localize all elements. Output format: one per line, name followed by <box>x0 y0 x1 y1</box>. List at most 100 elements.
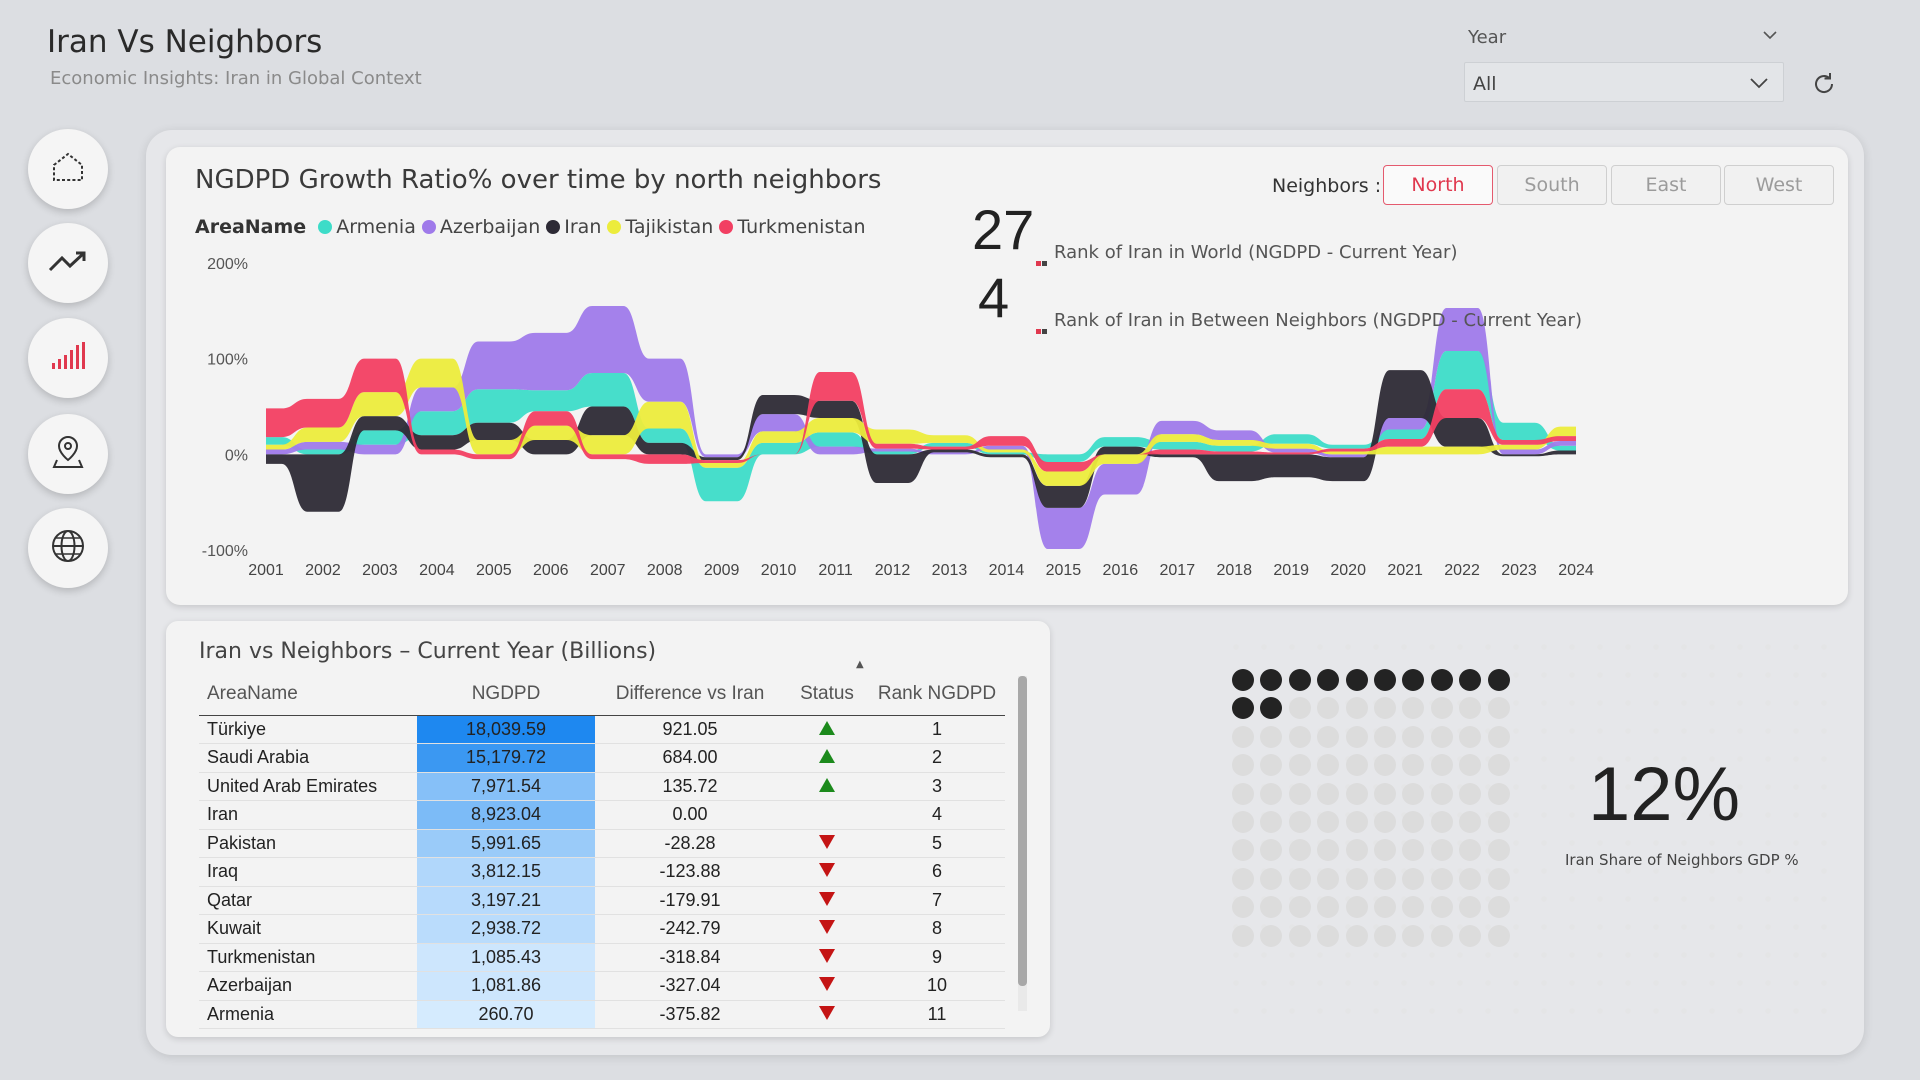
column-header-areaname[interactable]: AreaName <box>199 673 417 716</box>
waffle-dot-empty <box>1430 896 1453 919</box>
year-filter-label: Year <box>1468 27 1507 48</box>
page-subtitle: Economic Insights: Iran in Global Contex… <box>50 68 422 89</box>
table-scrollbar-thumb[interactable] <box>1018 676 1027 986</box>
globe-icon <box>50 528 86 568</box>
waffle-dot-filled <box>1288 669 1311 691</box>
legend-item-azerbaijan[interactable]: Azerbaijan <box>421 216 540 238</box>
waffle-dot-empty <box>1430 839 1453 862</box>
table-row[interactable]: Armenia 260.70 -375.82 11 <box>199 1000 1005 1029</box>
neighbor-north-button[interactable]: North <box>1383 165 1493 205</box>
table-row[interactable]: United Arab Emirates 7,971.54 135.72 3 <box>199 772 1005 801</box>
cell-status <box>785 914 869 944</box>
legend-item-turkmenistan[interactable]: Turkmenistan <box>719 216 866 238</box>
table-row[interactable]: Kuwait 2,938.72 -242.79 8 <box>199 914 1005 944</box>
column-header-difference[interactable]: Difference vs Iran <box>595 673 785 716</box>
legend-dot-icon <box>719 220 734 234</box>
cell-ngdpd: 3,812.15 <box>417 857 595 887</box>
waffle-dot-empty <box>1430 697 1453 720</box>
waffle-dot-empty <box>1487 782 1510 805</box>
cell-status <box>785 1000 869 1029</box>
legend-item-tajikistan[interactable]: Tajikistan <box>607 216 713 238</box>
legend-item-iran[interactable]: Iran <box>546 216 601 238</box>
waffle-dot-empty <box>1487 811 1510 833</box>
table-row[interactable]: Pakistan 5,991.65 -28.28 5 <box>199 829 1005 858</box>
share-kpi-area: 12% Iran Share of Neighbors GDP % <box>1060 621 1848 1037</box>
year-dropdown[interactable]: All <box>1464 62 1784 102</box>
stream-band-iran[interactable] <box>266 370 1576 512</box>
waffle-dot-empty <box>1288 725 1311 748</box>
cell-status <box>785 743 869 773</box>
table-row[interactable]: Iran 8,923.04 0.00 4 <box>199 800 1005 830</box>
waffle-dot-empty <box>1345 782 1368 805</box>
waffle-dot-empty <box>1430 867 1453 890</box>
waffle-dot-empty <box>1487 839 1510 862</box>
cell-ngdpd: 2,938.72 <box>417 914 595 944</box>
table-body: Türkiye 18,039.59 921.05 1 Saudi Arabia 15,17… <box>199 715 1005 1029</box>
table-row[interactable]: Türkiye 18,039.59 921.05 1 <box>199 715 1005 744</box>
waffle-dot-empty <box>1232 811 1254 833</box>
legend-dot-icon <box>318 220 333 234</box>
x-tick-label: 2003 <box>362 562 398 579</box>
table-row[interactable]: Turkmenistan 1,085.43 -318.84 9 <box>199 943 1005 972</box>
stream-band-azerbaijan[interactable] <box>266 306 1576 550</box>
stream-chart: 200% 100% 0% -100%2001 2002 2003 2004 2005 2006 2… <box>202 256 1594 579</box>
legend-item-armenia[interactable]: Armenia <box>318 216 416 238</box>
waffle-dot-empty <box>1232 896 1254 919</box>
neighbors-label: Neighbors : <box>1272 175 1382 197</box>
nav-trend-button[interactable] <box>28 223 108 303</box>
rank-world-value: 27 <box>972 198 1035 261</box>
cell-status <box>785 800 869 830</box>
waffle-dot-empty <box>1374 924 1396 947</box>
column-header-rank[interactable]: Rank NGDPD <box>869 673 1005 716</box>
x-tick-label: 2012 <box>875 562 911 579</box>
triangle-down-icon <box>819 891 835 906</box>
cell-rank: 5 <box>869 829 1005 858</box>
table-row[interactable]: Qatar 3,197.21 -179.91 7 <box>199 886 1005 915</box>
stream-band-armenia[interactable] <box>266 351 1576 502</box>
waffle-dot-empty <box>1345 896 1368 919</box>
year-dropdown-value: All <box>1473 73 1497 95</box>
cell-rank: 8 <box>869 914 1005 944</box>
nav-globe-button[interactable] <box>28 508 108 588</box>
waffle-dot-empty <box>1374 811 1396 833</box>
x-tick-label: 2021 <box>1387 562 1423 579</box>
column-header-status[interactable]: Status <box>785 673 869 716</box>
year-collapse-chevron-icon[interactable] <box>1762 26 1778 45</box>
triangle-up-icon <box>819 749 835 764</box>
neighbor-west-button[interactable]: West <box>1724 165 1834 205</box>
home-icon <box>50 150 86 188</box>
x-tick-label: 2002 <box>305 562 341 579</box>
waffle-dot-empty <box>1459 896 1482 919</box>
nav-bars-button[interactable] <box>28 318 108 398</box>
waffle-dot-empty <box>1430 754 1453 777</box>
neighbor-south-button[interactable]: South <box>1497 165 1607 205</box>
waffle-dot-empty <box>1345 811 1368 833</box>
cell-status <box>785 943 869 972</box>
neighbor-east-button[interactable]: East <box>1611 165 1721 205</box>
waffle-dot-empty <box>1288 867 1311 890</box>
table-row[interactable]: Saudi Arabia 15,179.72 684.00 2 <box>199 743 1005 773</box>
table-row[interactable]: Iraq 3,812.15 -123.88 6 <box>199 857 1005 887</box>
cell-difference: 684.00 <box>595 743 785 773</box>
x-tick-label: 2017 <box>1160 562 1196 579</box>
waffle-dot-filled <box>1260 697 1283 720</box>
legend-dot-icon <box>607 220 622 234</box>
table-header-row: AreaName NGDPD Difference vs Iran Status… <box>199 673 1005 716</box>
waffle-dot-filled <box>1459 669 1482 691</box>
x-tick-label: 2006 <box>533 562 569 579</box>
stream-band-turkmenistan[interactable] <box>266 358 1576 472</box>
nav-map-button[interactable] <box>28 414 108 494</box>
refresh-icon[interactable] <box>1810 70 1838 102</box>
column-header-ngdpd[interactable]: NGDPD <box>417 673 595 716</box>
x-tick-label: 2014 <box>989 562 1025 579</box>
cell-difference: 135.72 <box>595 772 785 801</box>
waffle-dot-empty <box>1317 896 1340 919</box>
chevron-down-icon <box>1749 73 1769 95</box>
stream-band-tajikistan[interactable] <box>266 358 1576 486</box>
waffle-dot-empty <box>1374 754 1396 777</box>
waffle-dot-empty <box>1232 754 1254 777</box>
nav-home-button[interactable] <box>28 129 108 209</box>
table-row[interactable]: Azerbaijan 1,081.86 -327.04 10 <box>199 971 1005 1001</box>
cell-areaname: Turkmenistan <box>199 943 417 972</box>
x-tick-label: 2005 <box>476 562 512 579</box>
